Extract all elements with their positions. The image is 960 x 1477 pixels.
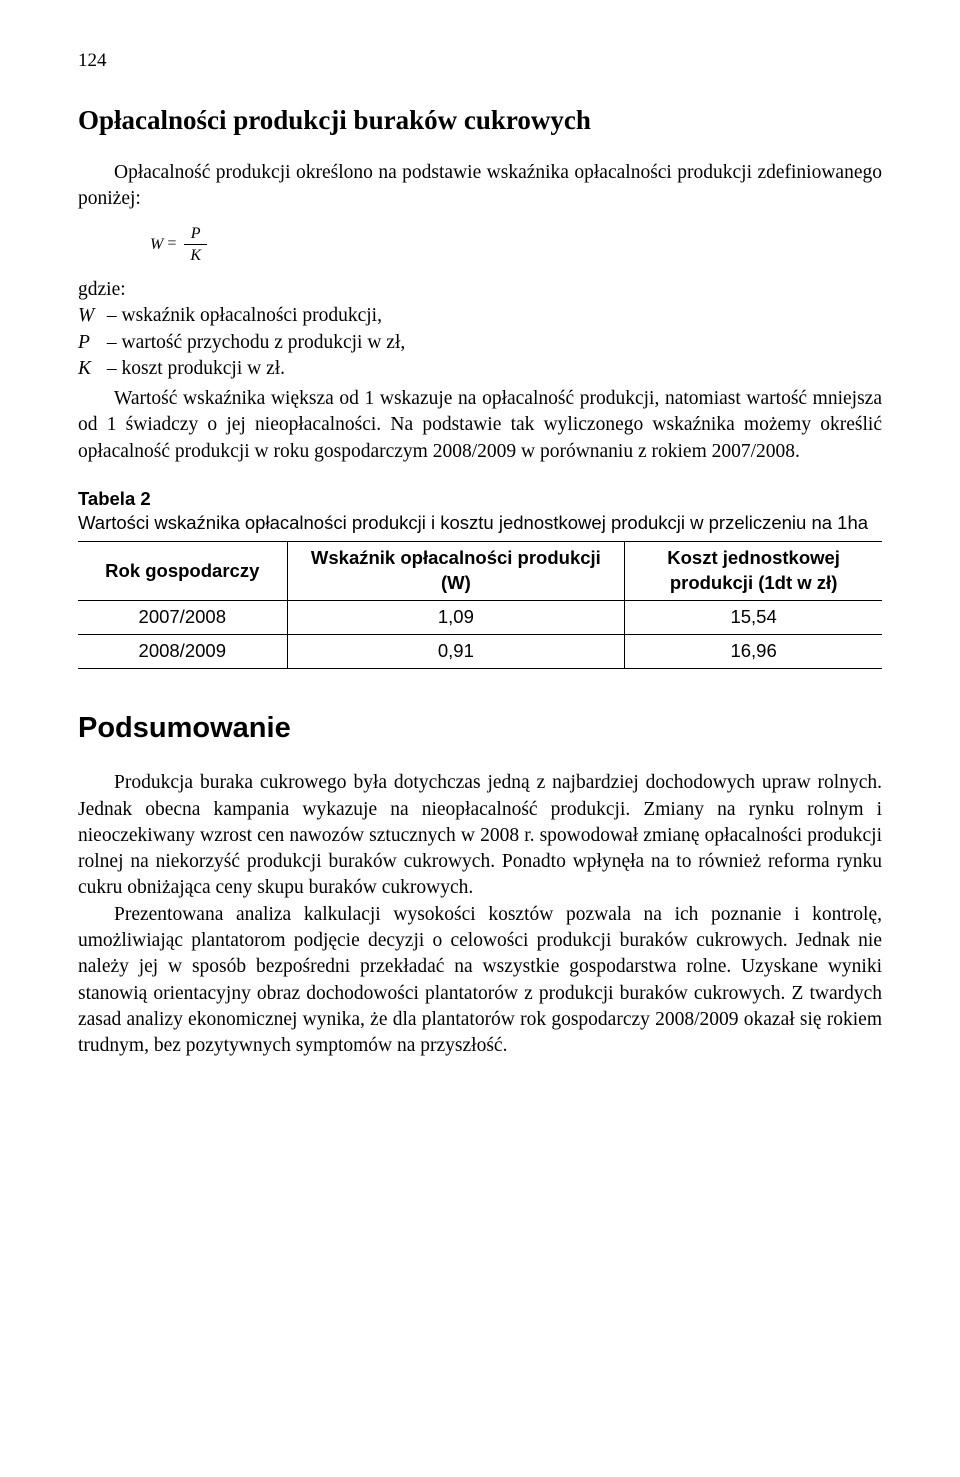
summary-heading: Podsumowanie xyxy=(78,709,882,748)
table-cell: 2007/2008 xyxy=(78,601,287,635)
page-container: 124 Opłacalności produkcji buraków cukro… xyxy=(0,0,960,1477)
summary-paragraph: Prezentowana analiza kalkulacji wysokośc… xyxy=(78,902,882,1060)
table-cell: 1,09 xyxy=(287,601,625,635)
section-heading: Opłacalności produkcji buraków cukrowych xyxy=(78,102,882,138)
defs-label: gdzie: xyxy=(78,277,882,303)
def-text: – wartość przychodu z produkcji w zł, xyxy=(102,332,405,353)
table-cell: 2008/2009 xyxy=(78,635,287,669)
def-line: K – koszt produkcji w zł. xyxy=(78,356,882,382)
table-header-cell: Koszt jednostkowej produkcji (1dt w zł) xyxy=(625,542,882,601)
definitions-block: gdzie: W – wskaźnik opłacalności produkc… xyxy=(78,277,882,382)
data-table: Rok gospodarczy Wskaźnik opłacalności pr… xyxy=(78,541,882,669)
table-row: 2007/2008 1,09 15,54 xyxy=(78,601,882,635)
formula-denominator: K xyxy=(184,244,207,267)
def-var: W xyxy=(78,303,102,329)
formula: W=PK xyxy=(150,223,882,267)
intro-paragraph: Opłacalność produkcji określono na podst… xyxy=(78,160,882,213)
table-header-cell: Wskaźnik opłacalności produkcji (W) xyxy=(287,542,625,601)
page-number: 124 xyxy=(78,48,882,74)
table-header-cell: Rok gospodarczy xyxy=(78,542,287,601)
formula-numerator: P xyxy=(184,223,207,245)
table-cell: 15,54 xyxy=(625,601,882,635)
def-text: – koszt produkcji w zł. xyxy=(102,358,285,379)
table-cell: 16,96 xyxy=(625,635,882,669)
formula-lhs: W xyxy=(150,235,163,252)
def-text: – wskaźnik opłacalności produkcji, xyxy=(102,305,382,326)
def-line: P – wartość przychodu z produkcji w zł, xyxy=(78,330,882,356)
table-caption-text: Wartości wskaźnika opłacalności produkcj… xyxy=(78,512,868,533)
summary-paragraph: Produkcja buraka cukrowego była dotychcz… xyxy=(78,770,882,902)
table-header-row: Rok gospodarczy Wskaźnik opłacalności pr… xyxy=(78,542,882,601)
table-cell: 0,91 xyxy=(287,635,625,669)
table-label: Tabela 2 xyxy=(78,487,882,511)
def-var: P xyxy=(78,330,102,356)
table-row: 2008/2009 0,91 16,96 xyxy=(78,635,882,669)
def-line: W – wskaźnik opłacalności produkcji, xyxy=(78,303,882,329)
after-defs-paragraph: Wartość wskaźnika większa od 1 wskazuje … xyxy=(78,386,882,465)
def-var: K xyxy=(78,356,102,382)
table-caption: Tabela 2 Wartości wskaźnika opłacalności… xyxy=(78,487,882,535)
